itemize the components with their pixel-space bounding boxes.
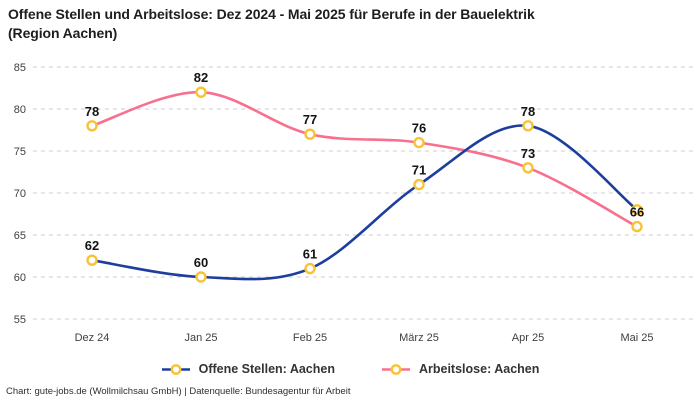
y-tick-label: 55 (14, 314, 26, 326)
legend-item-offene-stellen: Offene Stellen: Aachen (161, 362, 335, 376)
data-point-label: 60 (194, 255, 208, 270)
data-point-marker (304, 262, 316, 275)
data-point-marker (195, 86, 207, 98)
data-point-marker (86, 120, 98, 132)
legend-label-offene-stellen: Offene Stellen: Aachen (198, 362, 335, 376)
data-point-label: 82 (194, 70, 208, 85)
line-chart: 55 60 65 70 75 80 85 Dez 24 Jan 25 Feb 25 März 25 A… (14, 62, 695, 344)
y-tick-label: 70 (14, 188, 26, 200)
y-tick-label: 65 (14, 230, 26, 242)
x-tick-label: Jan 25 (184, 332, 217, 344)
chart-title-line1: Offene Stellen und Arbeitslose: Dez 2024… (8, 6, 535, 22)
chart-title-line2: (Region Aachen) (8, 25, 118, 41)
data-point-label: 71 (412, 163, 426, 178)
x-tick-label: Apr 25 (512, 332, 544, 344)
x-tick-label: März 25 (399, 332, 439, 344)
x-tick-label: Dez 24 (75, 332, 110, 344)
x-tick-label: Feb 25 (293, 332, 327, 344)
x-tick-label: Mai 25 (620, 332, 653, 344)
data-point-label: 73 (521, 146, 535, 161)
data-point-marker (195, 271, 207, 283)
y-tick-label: 85 (14, 62, 26, 74)
data-point-marker (413, 136, 425, 149)
legend-item-arbeitslose: Arbeitslose: Aachen (381, 362, 539, 376)
y-tick-label: 80 (14, 104, 26, 116)
legend-label-arbeitslose: Arbeitslose: Aachen (418, 362, 540, 376)
data-point-marker (522, 162, 534, 174)
chart-source-footer: Chart: gute-jobs.de (Wollmilchsau GmbH) … (6, 386, 351, 397)
data-point-label: 76 (412, 121, 426, 136)
series-line (90, 90, 639, 228)
data-point-label: 62 (85, 238, 99, 253)
data-point-label: 66 (630, 205, 644, 220)
data-point-label: 78 (521, 104, 535, 119)
legend-line-marker-icon (161, 363, 190, 375)
data-point-marker (631, 220, 643, 233)
data-point-label: 78 (85, 104, 99, 119)
y-tick-label: 60 (14, 272, 26, 284)
data-point-marker (631, 204, 643, 216)
data-point-label: 61 (303, 247, 317, 262)
series-line (90, 124, 639, 281)
data-point-marker (413, 178, 425, 191)
legend: Offene Stellen: Aachen Arbeitslose: Aach… (0, 360, 700, 378)
legend-line-marker-icon (381, 363, 410, 375)
data-point-marker (304, 128, 316, 140)
data-point-marker (86, 254, 98, 266)
y-tick-label: 75 (14, 146, 26, 158)
chart-title: Offene Stellen und Arbeitslose: Dez 2024… (8, 5, 668, 43)
data-point-label: 77 (303, 112, 317, 127)
data-point-marker (522, 120, 534, 132)
